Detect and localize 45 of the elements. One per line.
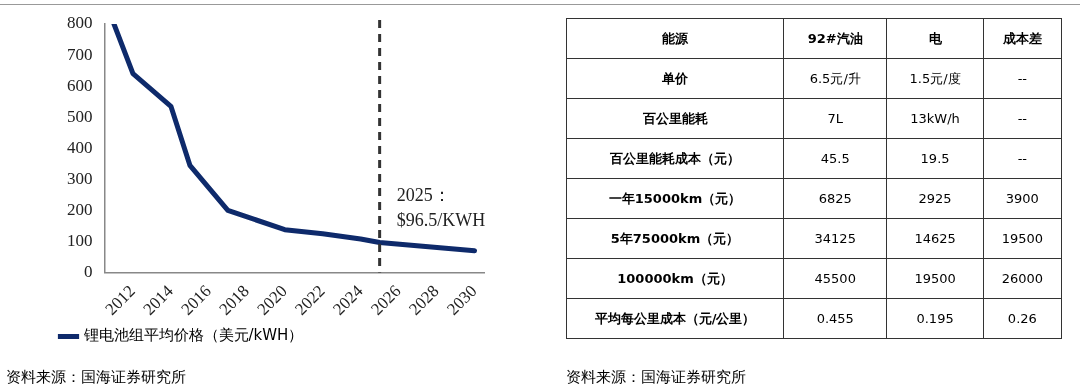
category-label: 一年15000km（元） [608,190,742,206]
ref-line-label: 2025： $96.5/KWH [396,184,486,230]
category-label: 百公里能耗成本（元） [610,150,740,166]
text: 资料来源：国海证券研究所 [566,368,746,387]
y-tick-label: 400 [67,137,93,157]
text: 19500 [1001,231,1044,246]
text: 45500 [814,271,856,286]
category-label: 百公里能耗 [642,110,708,126]
category-label: 100000km（元） [617,270,733,286]
text: 34125 [814,231,856,246]
category-label: 92#汽油 [783,18,887,59]
text: 26000 [1001,271,1044,286]
y-tick-label: 300 [67,168,93,188]
text: 2925 [918,191,952,206]
y-tick-label: 100 [67,230,93,250]
text: 0.26 [1007,311,1037,326]
category-label: 平均每公里成本（元/公里） [594,310,756,326]
y-tick-label: 200 [67,199,93,219]
category-label: 能源 [566,18,784,59]
y-tick-label: 600 [67,75,93,95]
y-tick-label: 800 [67,13,93,33]
text: 13kW/h [910,111,960,126]
text: 6.5元/升 [809,70,861,86]
text: 资料来源：国海证券研究所 [6,368,186,387]
text: 14625 [914,231,956,246]
y-tick-label: 500 [67,106,93,126]
text: 19500 [914,271,956,286]
text: 7L [827,111,843,126]
category-label: 单价 [662,70,688,86]
y-tick-label: 0 [84,262,93,281]
text: 1.5元/度 [909,70,961,86]
legend-label: 锂电池组平均价格（美元/kWH） [82,326,304,345]
text: -- [1017,111,1028,126]
category-label: 成本差 [983,18,1062,59]
text: 0.455 [816,311,854,326]
text: -- [1017,151,1028,166]
text: 45.5 [820,151,850,166]
category-label: 电 [886,18,984,59]
y-tick-label: 700 [67,44,93,64]
text: 6825 [818,191,852,206]
text: 19.5 [920,151,950,166]
text: 0.195 [916,311,954,326]
category-label: 5年75000km（元） [610,230,740,246]
text: -- [1017,71,1028,86]
text: 3900 [1005,191,1039,206]
